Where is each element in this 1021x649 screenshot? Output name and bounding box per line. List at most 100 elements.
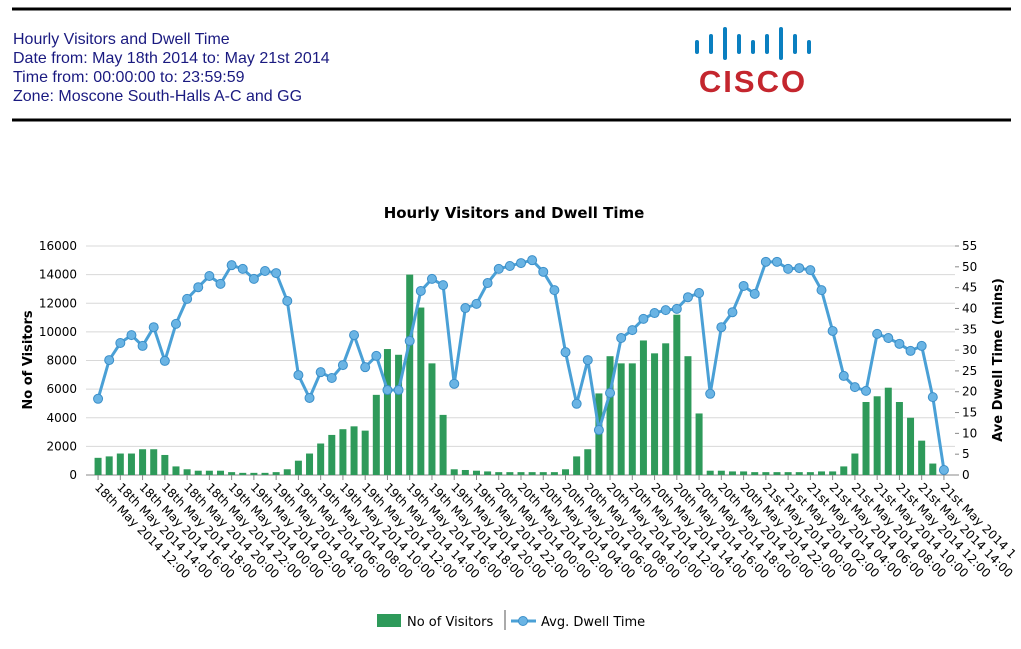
y-tick-label: 2000 [46, 439, 77, 453]
bar [773, 472, 781, 475]
dwell-point [360, 362, 371, 373]
dwell-point [605, 387, 616, 398]
dwell-point [260, 265, 271, 276]
y2-tick-label: 0 [962, 468, 970, 482]
bar [294, 460, 302, 475]
header-line: Date from: May 18th 2014 to: May 21st 20… [13, 50, 330, 67]
bar [461, 469, 469, 475]
dwell-point [226, 260, 237, 271]
bar [795, 472, 803, 475]
dwell-point [760, 256, 771, 267]
dwell-point [170, 318, 181, 329]
dwell-point [705, 388, 716, 399]
bar [472, 470, 480, 475]
bar [651, 353, 659, 475]
bar [105, 456, 113, 475]
dwell-point [215, 278, 226, 289]
legend-swatch [518, 616, 528, 626]
dwell-point [549, 285, 560, 296]
dwell-point [849, 382, 860, 393]
dwell-point [783, 263, 794, 274]
dwell-point [805, 265, 816, 276]
bar [439, 414, 447, 475]
y2-tick-label: 40 [962, 301, 977, 315]
bar [372, 394, 380, 475]
dwell-point [504, 260, 515, 271]
y-tick-label: 12000 [39, 296, 77, 310]
dwell-point [694, 288, 705, 299]
bar [272, 472, 280, 475]
dwell-point [738, 280, 749, 291]
bar [317, 443, 325, 475]
bar [639, 340, 647, 475]
bar [717, 470, 725, 475]
bar [306, 453, 314, 475]
y2-tick-label: 5 [962, 447, 970, 461]
logo-text: CISCO [699, 64, 807, 99]
dwell-point [660, 305, 671, 316]
bar [450, 469, 458, 475]
bar [740, 471, 748, 475]
dwell-point [827, 325, 838, 336]
bar [907, 417, 915, 475]
dwell-point [137, 340, 148, 351]
bar [895, 402, 903, 475]
dwell-point [393, 385, 404, 396]
bar [706, 470, 714, 475]
bar [528, 472, 536, 475]
bar [495, 472, 503, 475]
bar [840, 466, 848, 475]
dwell-point [415, 285, 426, 296]
dwell-point [560, 347, 571, 358]
dwell-point [282, 295, 293, 306]
bar [606, 356, 614, 475]
dwell-point [493, 263, 504, 274]
y2-tick-label: 25 [962, 364, 977, 378]
dwell-point [894, 338, 905, 349]
logo-bars [695, 27, 811, 60]
dwell-point [349, 330, 360, 341]
bar [695, 413, 703, 475]
bar [617, 363, 625, 475]
y2-tick-label: 15 [962, 406, 977, 420]
bar [205, 470, 213, 475]
y2-axis-label: Ave Dwell Time (mins) [991, 278, 1006, 442]
dwell-point [916, 340, 927, 351]
dwell-point [582, 355, 593, 366]
bar [539, 472, 547, 475]
dwell-point [883, 333, 894, 344]
dwell-point [371, 350, 382, 361]
dwell-point [193, 282, 204, 293]
bar [361, 430, 369, 475]
bar [918, 440, 926, 475]
y-tick-label: 8000 [46, 354, 77, 368]
dwell-point [816, 285, 827, 296]
dwell-point [649, 308, 660, 319]
dwell-point [104, 355, 115, 366]
bar [884, 387, 892, 475]
bar [862, 402, 870, 475]
legend-label: No of Visitors [407, 615, 493, 630]
dwell-point [337, 360, 348, 371]
dwell-point [237, 263, 248, 274]
dwell-point [616, 333, 627, 344]
bar [550, 472, 558, 475]
bar [116, 453, 124, 475]
bar [283, 469, 291, 475]
bar [751, 472, 759, 475]
dwell-point [471, 298, 482, 309]
dwell-point [126, 330, 137, 341]
bar [395, 354, 403, 475]
bar [873, 396, 881, 475]
bar [194, 470, 202, 475]
bar [328, 434, 336, 475]
bar [517, 472, 525, 475]
bar [161, 454, 169, 475]
dwell-point [248, 273, 259, 284]
dwell-point [671, 303, 682, 314]
bar [762, 472, 770, 475]
bar [239, 472, 247, 475]
dwell-point [115, 338, 126, 349]
y2-tick-label: 50 [962, 260, 977, 274]
